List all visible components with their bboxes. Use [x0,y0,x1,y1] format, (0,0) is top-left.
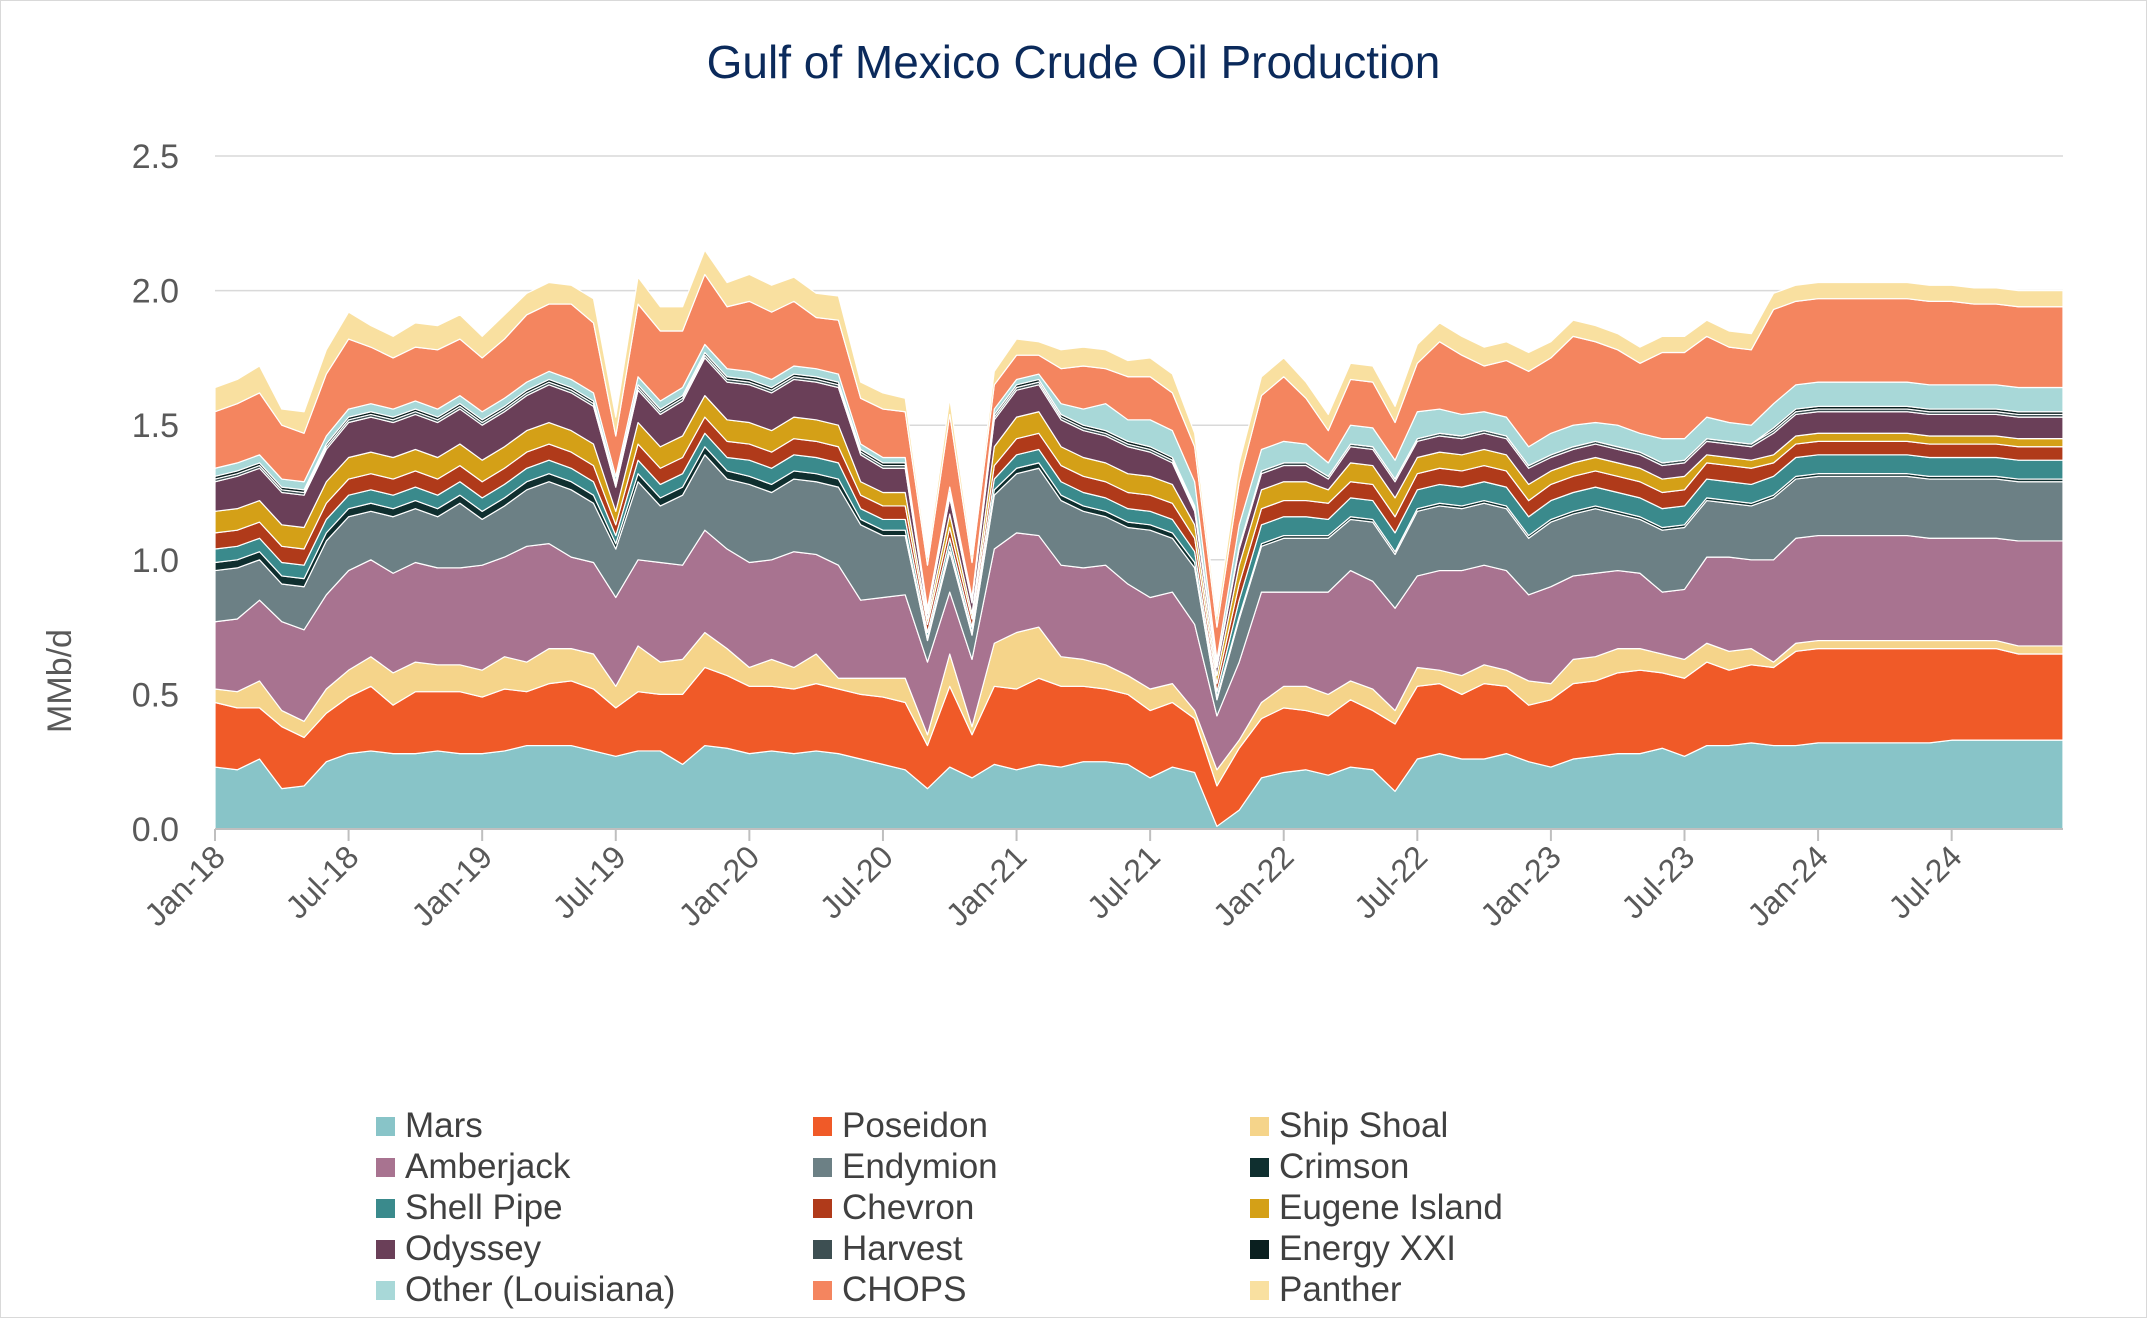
legend-item: Amberjack [376,1147,813,1186]
legend-item: Endymion [813,1147,1250,1186]
legend-label: CHOPS [842,1270,967,1309]
legend-label: Other (Louisiana) [405,1270,676,1309]
legend-item: Chevron [813,1188,1250,1227]
x-tick-label: Jul-21 [1080,838,1167,925]
legend-swatch [1250,1116,1269,1136]
legend-item: Ship Shoal [1250,1106,1687,1145]
legend-item: Crimson [1250,1147,1687,1186]
legend: Mars Poseidon Ship Shoal Amberjack Endymion C… [376,1106,1687,1309]
legend-item: Mars [376,1106,813,1145]
area-series-14 [214,249,2064,628]
legend-label: Eugene Island [1279,1188,1503,1227]
legend-label: Odyssey [405,1229,542,1268]
x-tick-label: Jan-20 [672,838,767,933]
legend-swatch [376,1157,395,1177]
chart-title: Gulf of Mexico Crude Oil Production [706,36,1441,88]
x-tick-label: Jul-24 [1882,838,1969,925]
legend-swatch [1250,1239,1269,1259]
legend-label: Amberjack [405,1147,571,1186]
y-tick-label: 1.0 [132,542,179,580]
legend-label: Mars [405,1106,483,1145]
legend-swatch [1250,1198,1269,1218]
legend-item: Odyssey [376,1229,813,1268]
legend-swatch [1250,1280,1269,1300]
y-tick-label: 0.0 [132,811,179,849]
legend-swatch [813,1239,832,1259]
x-tick-label: Jul-19 [546,838,633,925]
legend-item: Poseidon [813,1106,1250,1145]
x-tick-label: Jul-20 [813,838,900,925]
legend-label: Energy XXI [1279,1229,1457,1268]
x-tick-label: Jul-23 [1614,838,1701,925]
legend-swatch [376,1239,395,1259]
legend-item: Harvest [813,1229,1250,1268]
x-tick-label: Jul-18 [278,838,365,925]
legend-item: Energy XXI [1250,1229,1687,1268]
legend-item: Eugene Island [1250,1188,1687,1227]
x-tick-label: Jan-23 [1473,838,1568,933]
y-axis-label: MMb/d [41,629,79,733]
legend-label: Panther [1279,1270,1402,1309]
stacked-areas [214,249,2064,830]
legend-label: Harvest [842,1229,963,1268]
legend-item: Panther [1250,1270,1687,1309]
x-tick-label: Jan-18 [137,838,232,933]
legend-label: Chevron [842,1188,975,1227]
x-tick-label: Jan-22 [1206,838,1301,933]
legend-item: CHOPS [813,1270,1250,1309]
legend-item: Other (Louisiana) [376,1270,813,1309]
legend-label: Poseidon [842,1106,988,1145]
legend-item: Shell Pipe [376,1188,813,1227]
y-tick-label: 1.5 [132,407,179,445]
legend-swatch [813,1116,832,1136]
legend-label: Crimson [1279,1147,1410,1186]
legend-swatch [376,1198,395,1218]
legend-swatch [813,1157,832,1177]
legend-swatch [813,1198,832,1218]
legend-swatch [813,1280,832,1300]
legend-swatch [1250,1157,1269,1177]
y-tick-label: 2.5 [132,138,179,176]
x-tick-label: Jul-22 [1347,838,1434,925]
legend-label: Ship Shoal [1279,1106,1449,1145]
legend-label: Shell Pipe [405,1188,563,1227]
y-tick-label: 2.0 [132,273,179,311]
y-tick-label: 0.5 [132,676,179,714]
legend-swatch [376,1116,395,1136]
x-tick-label: Jan-24 [1740,838,1835,933]
legend-swatch [376,1280,395,1300]
x-tick-label: Jan-21 [939,838,1034,933]
legend-label: Endymion [842,1147,998,1186]
x-tick-label: Jan-19 [404,838,499,933]
